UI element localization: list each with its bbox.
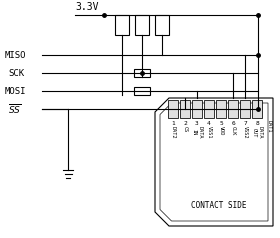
Bar <box>216 100 226 118</box>
Text: MOSI: MOSI <box>5 86 27 95</box>
Bar <box>180 100 190 118</box>
Bar <box>192 100 202 118</box>
Text: CLK: CLK <box>230 126 235 135</box>
Text: VDD: VDD <box>218 126 223 135</box>
Polygon shape <box>155 98 273 226</box>
Bar <box>135 15 149 35</box>
Bar <box>228 100 238 118</box>
Text: DATA
IN: DATA IN <box>192 126 202 139</box>
Text: 4: 4 <box>207 121 211 126</box>
Text: 3.3V: 3.3V <box>75 2 99 12</box>
Bar <box>204 100 214 118</box>
Bar <box>240 100 250 118</box>
Text: SCK: SCK <box>8 69 24 78</box>
Text: VSS2: VSS2 <box>242 126 248 139</box>
Bar <box>252 100 262 118</box>
Text: 3: 3 <box>195 121 199 126</box>
Bar <box>115 15 129 35</box>
Text: CONTACT SIDE: CONTACT SIDE <box>191 202 247 210</box>
Text: DATA
OUT: DATA OUT <box>252 126 262 139</box>
Text: DAT2: DAT2 <box>171 126 176 139</box>
Bar <box>168 100 178 118</box>
Text: MISO: MISO <box>5 50 27 60</box>
Text: 1: 1 <box>171 121 175 126</box>
Text: 7: 7 <box>243 121 247 126</box>
Text: 2: 2 <box>183 121 187 126</box>
Text: DAT1: DAT1 <box>267 120 272 132</box>
Text: 5: 5 <box>219 121 223 126</box>
Text: 6: 6 <box>231 121 235 126</box>
Bar <box>155 15 169 35</box>
Text: VSS1: VSS1 <box>206 126 211 139</box>
Text: CS: CS <box>183 126 188 132</box>
Bar <box>134 87 150 95</box>
Text: $\overline{SS}$: $\overline{SS}$ <box>8 102 22 116</box>
Bar <box>134 69 150 77</box>
Text: 8: 8 <box>255 121 259 126</box>
